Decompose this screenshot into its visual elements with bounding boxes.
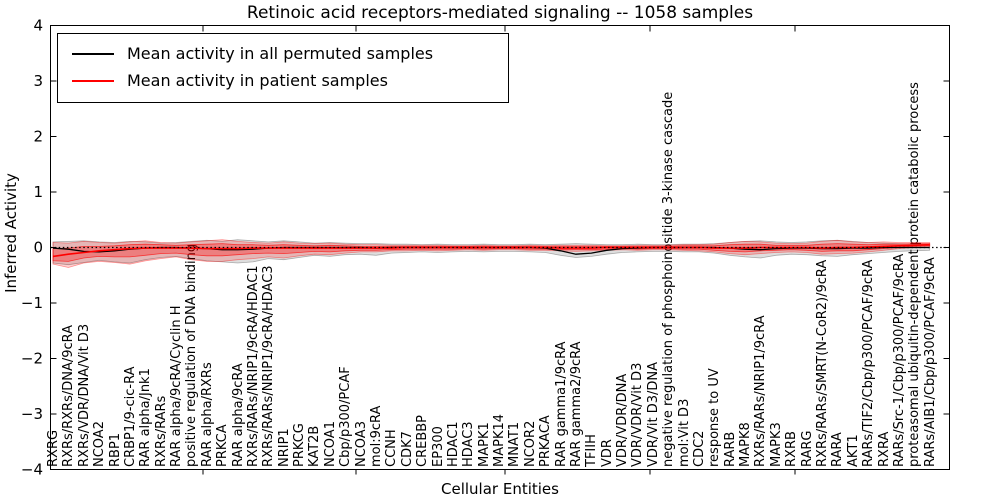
y-tick-label: −3	[21, 405, 43, 423]
y-tick-label: 0	[33, 239, 43, 257]
patient-mean-line	[52, 243, 930, 258]
y-tick-label: 4	[33, 17, 43, 35]
y-tick-label: 2	[33, 128, 43, 146]
x-axis-label: Cellular Entities	[441, 480, 559, 498]
chart-title: Retinoic acid receptors-mediated signali…	[246, 3, 754, 23]
y-tick-label: −2	[21, 350, 43, 368]
legend-item-patient: Mean activity in patient samples	[72, 67, 508, 94]
y-tick-label: −1	[21, 294, 43, 312]
legend-label-permuted: Mean activity in all permuted samples	[127, 44, 434, 63]
legend-line-red	[72, 79, 114, 82]
y-tick-label: 3	[33, 72, 43, 90]
y-tick-label: −4	[21, 461, 43, 479]
legend-line-black	[72, 52, 114, 55]
legend-label-patient: Mean activity in patient samples	[127, 71, 388, 90]
legend-item-permuted: Mean activity in all permuted samples	[72, 40, 508, 67]
legend: Mean activity in all permuted samples Me…	[57, 33, 509, 103]
y-tick-label: 1	[33, 183, 43, 201]
